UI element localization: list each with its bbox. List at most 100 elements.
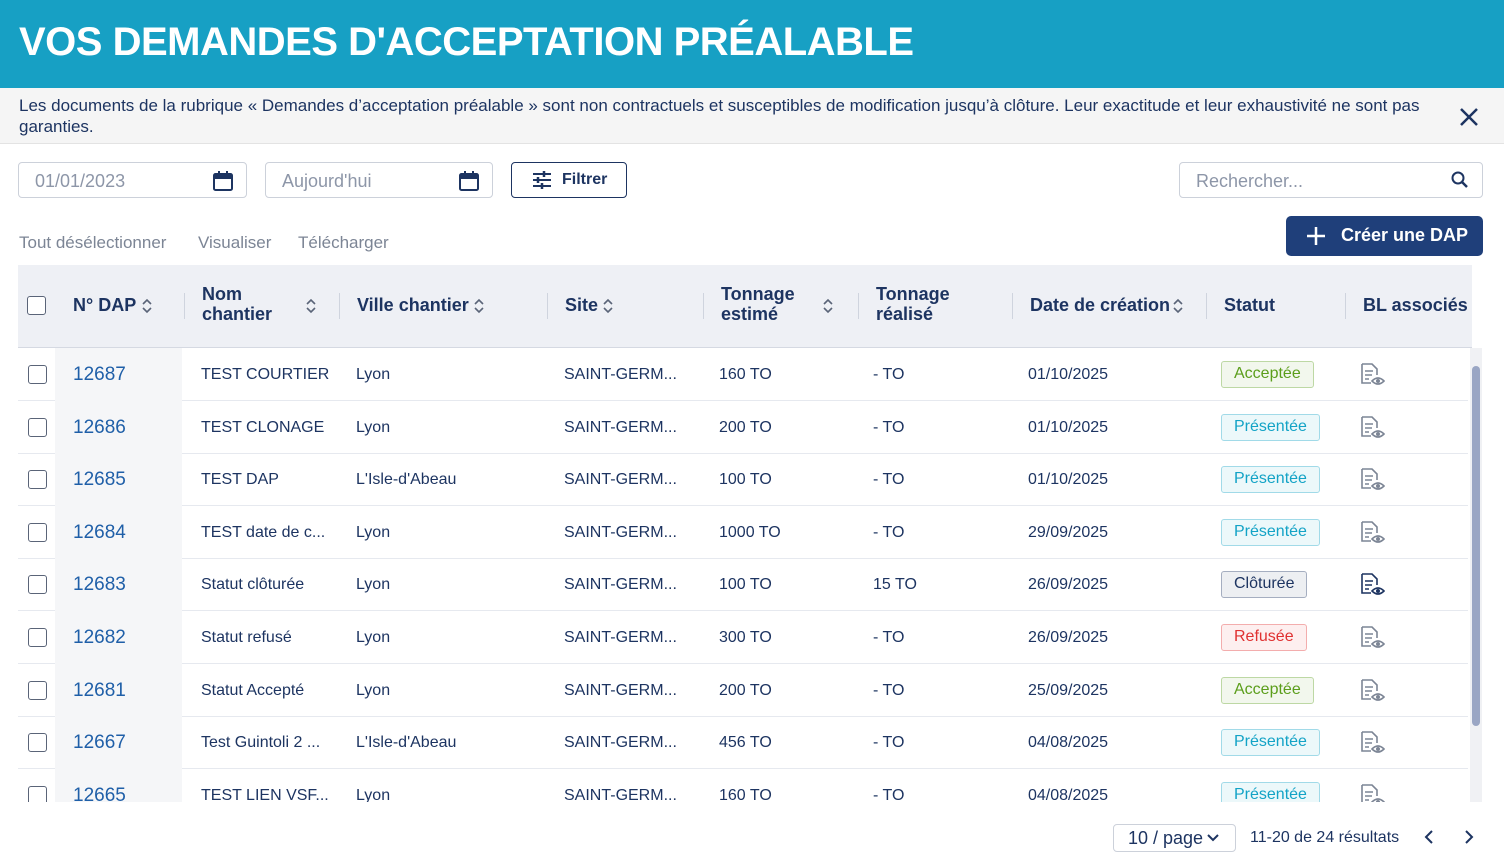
deselect-all-link[interactable]: Tout désélectionner	[19, 233, 167, 252]
sort-icon[interactable]	[141, 298, 153, 319]
end-date-input[interactable]: Aujourd'hui	[265, 162, 493, 198]
table-header: N° DAP Nom chantier Ville chantier Site Tonn…	[18, 265, 1472, 348]
column-header[interactable]: Statut	[1224, 295, 1275, 315]
row-checkbox[interactable]	[28, 785, 47, 802]
table-row[interactable]: 12681 Statut Accepté Lyon SAINT-GERM... 200 …	[18, 663, 1468, 717]
dap-id-link[interactable]: 12684	[73, 521, 126, 543]
bl-icon[interactable]	[1359, 572, 1386, 601]
page-size-select[interactable]: 10 / page	[1113, 824, 1236, 852]
cell-created: 04/08/2025	[1028, 786, 1109, 802]
table-row[interactable]: 12687 TEST COURTIER Lyon SAINT-GERM... 160 T…	[18, 348, 1468, 401]
bl-icon[interactable]	[1359, 783, 1386, 802]
table-row[interactable]: 12682 Statut refusé Lyon SAINT-GERM... 300 T…	[18, 611, 1468, 664]
bl-icon[interactable]	[1359, 730, 1386, 759]
cell-created: 01/10/2025	[1028, 471, 1109, 489]
id-column-bg	[55, 611, 182, 664]
dap-id-link[interactable]: 12667	[73, 732, 126, 754]
row-checkbox[interactable]	[28, 417, 47, 437]
column-header[interactable]: Tonnage réalisé	[876, 284, 950, 324]
column-divider	[858, 293, 859, 319]
end-date-value: Aujourd'hui	[282, 171, 372, 191]
cell-name: Statut clôturée	[201, 576, 305, 594]
dap-id-link[interactable]: 12682	[73, 627, 126, 648]
table-row[interactable]: 12667 Test Guintoli 2 ... L'Isle-d'Abeau SA…	[18, 716, 1468, 770]
table-row[interactable]: 12683 Statut clôturée Lyon SAINT-GERM... 100…	[18, 558, 1468, 612]
scrollbar[interactable]	[1470, 348, 1482, 802]
column-header[interactable]: Ville chantier	[357, 295, 469, 315]
sort-icon[interactable]	[305, 298, 317, 319]
download-link[interactable]: Télécharger	[298, 233, 389, 252]
search-input[interactable]: Rechercher...	[1179, 162, 1483, 198]
filter-button[interactable]: Filtrer	[511, 162, 627, 198]
dap-id-link[interactable]: 12685	[73, 469, 126, 491]
dap-id-link[interactable]: 12683	[73, 574, 126, 596]
bl-icon[interactable]	[1359, 362, 1386, 391]
cell-created: 01/10/2025	[1028, 366, 1109, 383]
sort-icon[interactable]	[1172, 298, 1184, 319]
bl-icon[interactable]	[1359, 625, 1386, 654]
cell-site: SAINT-GERM...	[564, 471, 677, 489]
dap-id-link[interactable]: 12681	[73, 679, 126, 701]
bl-icon[interactable]	[1359, 415, 1386, 444]
bl-icon[interactable]	[1359, 520, 1386, 549]
view-link[interactable]: Visualiser	[198, 233, 272, 252]
select-all-checkbox[interactable]	[27, 296, 46, 315]
results-summary: 11-20 de 24 résultats	[1250, 829, 1400, 846]
row-checkbox[interactable]	[28, 575, 47, 595]
cell-created: 29/09/2025	[1028, 523, 1109, 541]
cell-actual: - TO	[873, 786, 905, 802]
row-checkbox[interactable]	[28, 680, 47, 700]
calendar-icon	[459, 171, 479, 191]
close-button[interactable]	[1458, 106, 1480, 128]
search-icon	[1451, 171, 1468, 188]
status-tag: Présentée	[1221, 466, 1320, 494]
column-header[interactable]: Site	[565, 295, 599, 315]
create-button[interactable]: Créer une DAP	[1286, 216, 1483, 256]
dap-id-link[interactable]: 12665	[73, 784, 126, 802]
bl-icon[interactable]	[1359, 467, 1386, 496]
row-checkbox[interactable]	[28, 470, 47, 490]
cell-actual: - TO	[873, 523, 905, 541]
cell-site: SAINT-GERM...	[564, 629, 677, 646]
row-checkbox[interactable]	[28, 733, 47, 753]
status-tag: Clôturée	[1221, 571, 1308, 599]
row-checkbox[interactable]	[28, 365, 47, 384]
table-row[interactable]: 12684 TEST date de c... Lyon SAINT-GERM... 1…	[18, 505, 1468, 559]
dap-id-link[interactable]: 12687	[73, 364, 126, 385]
prev-page[interactable]	[1422, 829, 1436, 845]
row-checkbox[interactable]	[28, 522, 47, 542]
next-page[interactable]	[1462, 829, 1476, 845]
column-header[interactable]: Nom chantier	[202, 284, 273, 324]
column-header[interactable]: N° DAP	[73, 295, 137, 315]
start-date-input[interactable]: 01/01/2023	[18, 162, 247, 198]
table-body: 12687 TEST COURTIER Lyon SAINT-GERM... 160 T…	[18, 348, 1468, 802]
cell-name: Test Guintoli 2 ...	[201, 734, 321, 752]
table-row[interactable]: 12686 TEST CLONAGE Lyon SAINT-GERM... 200 TO…	[18, 400, 1468, 454]
cell-actual: - TO	[873, 629, 905, 646]
row-checkbox[interactable]	[28, 628, 47, 647]
sort-icon[interactable]	[602, 298, 614, 319]
scroll-thumb[interactable]	[1472, 366, 1480, 726]
status-tag: Présentée	[1221, 518, 1320, 546]
column-header[interactable]: BL associés	[1363, 295, 1468, 315]
column-divider	[703, 293, 704, 319]
sort-icon[interactable]	[822, 298, 834, 319]
table-row[interactable]: 12665 TEST LIEN VSF... Lyon SAINT-GERM... 16…	[18, 768, 1468, 802]
bl-icon[interactable]	[1359, 678, 1386, 707]
cell-estimated: 1000 TO	[719, 523, 781, 541]
search-placeholder: Rechercher...	[1196, 171, 1304, 191]
column-header[interactable]: Date de création	[1030, 295, 1171, 315]
cell-site: SAINT-GERM...	[564, 576, 677, 594]
cell-actual: - TO	[873, 471, 905, 489]
cell-name: TEST date de c...	[201, 523, 326, 541]
cell-estimated: 300 TO	[719, 629, 772, 646]
column-header[interactable]: Tonnage estimé	[721, 284, 795, 324]
table-row[interactable]: 12685 TEST DAP L'Isle-d'Abeau SAINT-GERM...…	[18, 453, 1468, 507]
plus-icon	[1307, 227, 1325, 245]
sort-icon[interactable]	[473, 298, 485, 319]
cell-name: Statut Accepté	[201, 681, 305, 699]
dap-id-link[interactable]: 12686	[73, 416, 126, 438]
cell-estimated: 100 TO	[719, 471, 772, 489]
cell-created: 26/09/2025	[1028, 629, 1109, 646]
start-date-value: 01/01/2023	[35, 171, 126, 191]
